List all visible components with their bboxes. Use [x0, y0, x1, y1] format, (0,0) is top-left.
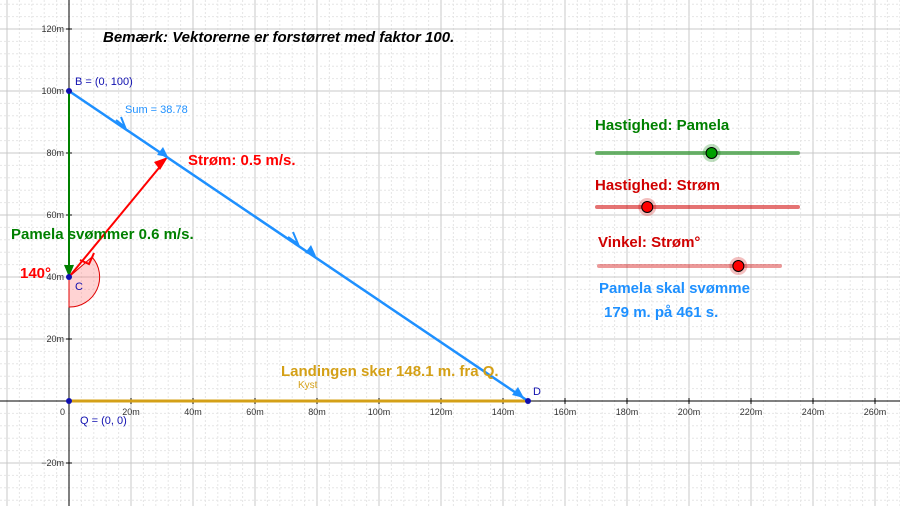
y-tick-label: 120m	[41, 24, 64, 34]
sum-arrowhead-2	[305, 245, 316, 256]
result-line-1: Pamela skal svømme	[599, 280, 750, 297]
slider-current-angle[interactable]: Vinkel: Strøm°	[597, 234, 782, 275]
pamela-label: Pamela svømmer 0.6 m/s.	[11, 226, 194, 243]
x-tick-label: 220m	[740, 407, 763, 417]
x-tick-label: 60m	[246, 407, 264, 417]
x-tick-label: 240m	[802, 407, 825, 417]
slider-pamela-speed[interactable]: Hastighed: Pamela	[595, 117, 800, 162]
sum-arrowhead-1	[157, 147, 168, 157]
x-tick-label: 80m	[308, 407, 326, 417]
landing-label: Landingen sker 148.1 m. fra Q.	[281, 363, 499, 380]
y-tick-label: 0	[60, 407, 65, 417]
slider-pamela-speed-knob[interactable]	[705, 147, 718, 159]
sum-line-marker-1	[115, 116, 128, 131]
y-tick-label: −20m	[41, 458, 64, 468]
x-tick-label: 180m	[616, 407, 639, 417]
x-tick-label: 40m	[184, 407, 202, 417]
current-vector-marker	[79, 252, 95, 266]
slider-current-speed[interactable]: Hastighed: Strøm	[595, 177, 800, 216]
y-tick-label: 20m	[46, 334, 64, 344]
point-b[interactable]	[66, 88, 72, 94]
point-d[interactable]	[525, 398, 531, 404]
coast-label: Kyst	[298, 380, 318, 391]
point-c-label: C	[75, 281, 83, 293]
sum-arrowhead-3	[512, 387, 524, 398]
sum-line-marker-2	[287, 231, 301, 247]
slider-pamela-speed-label: Hastighed: Pamela	[595, 117, 730, 134]
angle-sector[interactable]	[68, 256, 101, 308]
sum-label: Sum = 38.78	[125, 104, 188, 116]
point-b-label: B = (0, 100)	[75, 76, 133, 88]
x-tick-label: 140m	[492, 407, 515, 417]
y-tick-label: 80m	[46, 148, 64, 158]
y-tick-label: 100m	[41, 86, 64, 96]
current-vector[interactable]	[68, 162, 164, 278]
point-q[interactable]	[66, 398, 72, 404]
result-line-2: 179 m. på 461 s.	[604, 304, 718, 321]
point-q-label: Q = (0, 0)	[80, 415, 127, 427]
angle-label: 140°	[20, 265, 51, 282]
current-label: Strøm: 0.5 m/s.	[188, 152, 296, 169]
pamela-vector-arrowhead	[64, 265, 74, 277]
slider-current-angle-label: Vinkel: Strøm°	[598, 234, 700, 251]
x-tick-label: 120m	[430, 407, 453, 417]
sum-line[interactable]	[68, 89, 529, 403]
x-tick-label: 160m	[554, 407, 577, 417]
point-d-label: D	[533, 386, 541, 398]
slider-current-angle-knob[interactable]	[732, 260, 745, 272]
current-vector-arrowhead	[154, 157, 168, 170]
x-tick-label: 260m	[864, 407, 887, 417]
x-tick-label: 20m	[122, 407, 140, 417]
tick-labels: 20m 40m 60m 80m 100m 120m 140m 160m 180m 200m 220m…	[41, 24, 886, 468]
note-text: Bemærk: Vektorerne er forstørret med fak…	[103, 29, 454, 46]
slider-current-speed-knob[interactable]	[641, 201, 654, 213]
point-c[interactable]	[66, 274, 72, 280]
y-tick-label: 60m	[46, 210, 64, 220]
slider-current-speed-label: Hastighed: Strøm	[595, 177, 720, 194]
x-tick-label: 200m	[678, 407, 701, 417]
x-tick-label: 100m	[368, 407, 391, 417]
y-tick-label: 40m	[46, 272, 64, 282]
